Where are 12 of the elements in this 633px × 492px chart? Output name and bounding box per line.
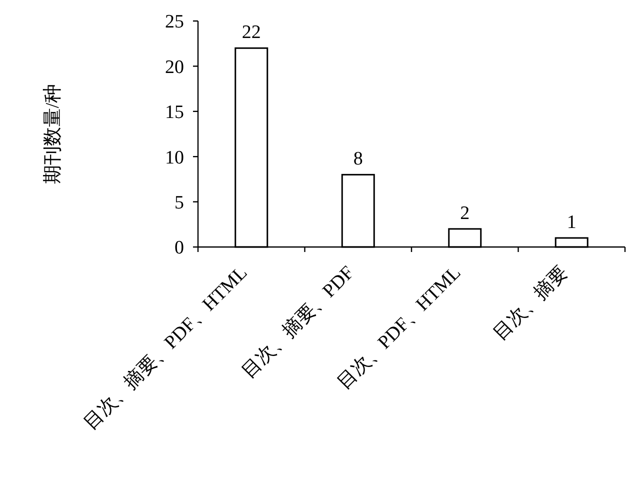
y-tick-label: 15 [165, 102, 184, 124]
y-tick-label: 20 [165, 56, 184, 78]
data-label: 1 [566, 212, 576, 233]
data-label: 8 [353, 148, 363, 170]
data-label: 22 [242, 22, 261, 44]
y-axis-title: 期刊数量/种 [42, 84, 64, 184]
y-tick-label: 5 [174, 192, 184, 214]
data-label: 2 [460, 202, 470, 224]
y-tick-label: 0 [174, 238, 184, 259]
x-tick-label: 目次、摘要 [490, 262, 572, 344]
y-tick-label: 25 [165, 12, 184, 33]
y-tick-label: 10 [165, 147, 184, 168]
